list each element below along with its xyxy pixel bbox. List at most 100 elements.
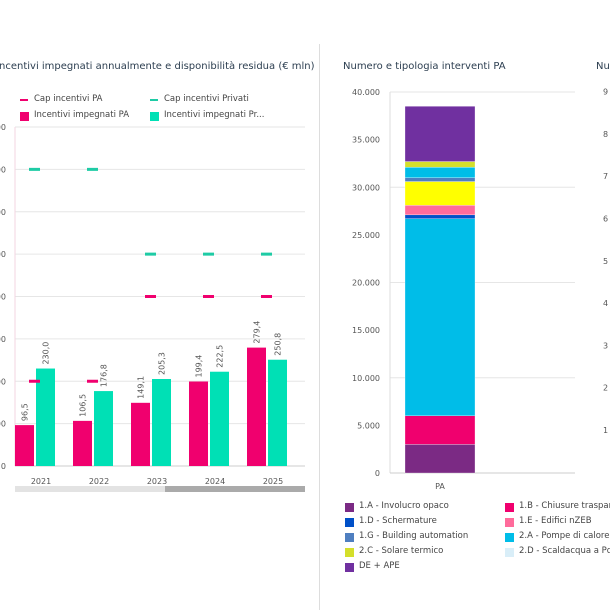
legend-square-swatch bbox=[20, 112, 29, 121]
y-tick-label: 10.000 bbox=[352, 374, 380, 383]
y-tick-label: 300 bbox=[0, 335, 6, 344]
legend-square-swatch bbox=[345, 548, 354, 557]
cap-marker-pa bbox=[29, 379, 40, 383]
cap-marker-privati bbox=[145, 252, 156, 256]
y-tick-label: 700 bbox=[0, 165, 6, 174]
y-tick-label: 0 bbox=[1, 462, 6, 471]
y-tick-label: 800 bbox=[0, 123, 6, 132]
legend-item[interactable]: 1.A - Involucro opaco bbox=[359, 501, 449, 511]
stacked-segment bbox=[404, 214, 476, 219]
y-tick-label: 0 bbox=[375, 469, 380, 478]
data-label: 106,5 bbox=[79, 394, 88, 417]
y-tick-label: 30.000 bbox=[352, 183, 380, 192]
legend-line-swatch bbox=[150, 99, 158, 101]
y-tick-label: 400 bbox=[0, 293, 6, 302]
legend-square-swatch bbox=[345, 518, 354, 527]
y-tick-label: 9 bbox=[603, 88, 608, 97]
y-tick-label: 2 bbox=[603, 384, 608, 393]
cap-marker-pa bbox=[261, 295, 272, 298]
bar-pa bbox=[15, 425, 34, 466]
x-tick-label: PA bbox=[435, 482, 445, 491]
legend-item[interactable]: 2.C - Solare termico bbox=[359, 546, 444, 556]
stacked-segment bbox=[404, 218, 476, 416]
y-tick-label: 40.000 bbox=[352, 88, 380, 97]
data-label: 279,4 bbox=[253, 321, 262, 344]
bar-privati bbox=[94, 391, 113, 466]
legend-item[interactable]: Cap incentivi PA bbox=[34, 94, 103, 104]
cap-marker-pa bbox=[203, 295, 214, 298]
scrollbar-thumb[interactable] bbox=[165, 486, 305, 492]
legend-item[interactable]: Cap incentivi Privati bbox=[164, 94, 249, 104]
y-tick-label: 5 bbox=[603, 257, 608, 266]
bar-pa bbox=[73, 420, 92, 466]
cap-marker-pa bbox=[87, 379, 98, 383]
x-tick-label: 2024 bbox=[205, 477, 225, 486]
y-tick-label: 20.000 bbox=[352, 279, 380, 288]
cap-marker-privati bbox=[29, 167, 40, 171]
scrollbar-track[interactable] bbox=[15, 486, 305, 492]
cap-marker-privati bbox=[87, 167, 98, 171]
x-tick-label: 2025 bbox=[263, 477, 283, 486]
data-label: 205,3 bbox=[158, 352, 167, 375]
stacked-segment bbox=[404, 161, 476, 168]
legend-square-swatch bbox=[505, 503, 514, 512]
x-tick-label: 2022 bbox=[89, 477, 109, 486]
y-tick-label: 500 bbox=[0, 250, 6, 259]
cap-marker-pa bbox=[145, 295, 156, 298]
legend-square-swatch bbox=[345, 533, 354, 542]
y-tick-label: 5.000 bbox=[357, 421, 380, 430]
legend-item[interactable]: Incentivi impegnati PA bbox=[34, 110, 130, 120]
bar-pa bbox=[247, 347, 266, 466]
stacked-segment bbox=[404, 181, 476, 206]
y-tick-label: 6 bbox=[603, 215, 608, 224]
y-tick-label: 4 bbox=[603, 299, 608, 308]
y-tick-label: 25.000 bbox=[352, 231, 380, 240]
legend-item[interactable]: 2.A - Pompe di calore bbox=[519, 531, 610, 541]
data-label: 230,0 bbox=[42, 342, 51, 365]
legend-item[interactable]: 1.D - Schermature bbox=[359, 516, 437, 526]
y-tick-label: 3 bbox=[603, 341, 608, 350]
y-tick-label: 15.000 bbox=[352, 326, 380, 335]
legend-square-swatch bbox=[505, 548, 514, 557]
data-label: 176,8 bbox=[100, 364, 109, 387]
legend-item[interactable]: 1.E - Edifici nZEB bbox=[519, 516, 592, 526]
legend-item[interactable]: Incentivi impegnati Pr... bbox=[164, 110, 265, 120]
legend-square-swatch bbox=[345, 503, 354, 512]
cap-marker-privati bbox=[261, 252, 272, 256]
data-label: 199,4 bbox=[195, 355, 204, 378]
legend-square-swatch bbox=[345, 563, 354, 572]
stacked-segment bbox=[404, 205, 476, 216]
stacked-segment bbox=[404, 415, 476, 445]
middle-chart-title: Numero e tipologia interventi PA bbox=[343, 61, 506, 72]
bar-privati bbox=[152, 379, 171, 466]
left-chart-title: ncentivi impegnati annualmente e disponi… bbox=[0, 61, 315, 72]
bar-pa bbox=[131, 402, 150, 466]
legend-square-swatch bbox=[505, 533, 514, 542]
legend-square-swatch bbox=[150, 112, 159, 121]
stacked-segment bbox=[404, 444, 476, 474]
stacked-segment bbox=[404, 167, 476, 178]
stacked-segment bbox=[404, 106, 476, 162]
y-tick-label: 35.000 bbox=[352, 136, 380, 145]
y-tick-label: 600 bbox=[0, 208, 6, 217]
cap-marker-privati bbox=[203, 252, 214, 256]
panel-divider bbox=[319, 44, 320, 610]
y-tick-label: 1 bbox=[603, 426, 608, 435]
data-label: 149,1 bbox=[137, 376, 146, 399]
x-tick-label: 2023 bbox=[147, 477, 167, 486]
bar-privati bbox=[268, 359, 287, 466]
stacked-segment bbox=[404, 177, 476, 182]
y-tick-label: 200 bbox=[0, 377, 6, 386]
legend-item[interactable]: DE + APE bbox=[359, 561, 400, 571]
legend-item[interactable]: 2.D - Scaldacqua a Pd bbox=[519, 546, 610, 556]
data-label: 96,5 bbox=[21, 403, 30, 421]
legend-item[interactable]: 1.B - Chiusure traspar bbox=[519, 501, 610, 511]
data-label: 250,8 bbox=[274, 333, 283, 356]
y-tick-label: 100 bbox=[0, 420, 6, 429]
legend-item[interactable]: 1.G - Building automation bbox=[359, 531, 469, 541]
data-label: 222,5 bbox=[216, 345, 225, 368]
bar-privati bbox=[36, 368, 55, 466]
bar-pa bbox=[189, 381, 208, 466]
y-tick-label: 7 bbox=[603, 172, 608, 181]
legend-square-swatch bbox=[505, 518, 514, 527]
